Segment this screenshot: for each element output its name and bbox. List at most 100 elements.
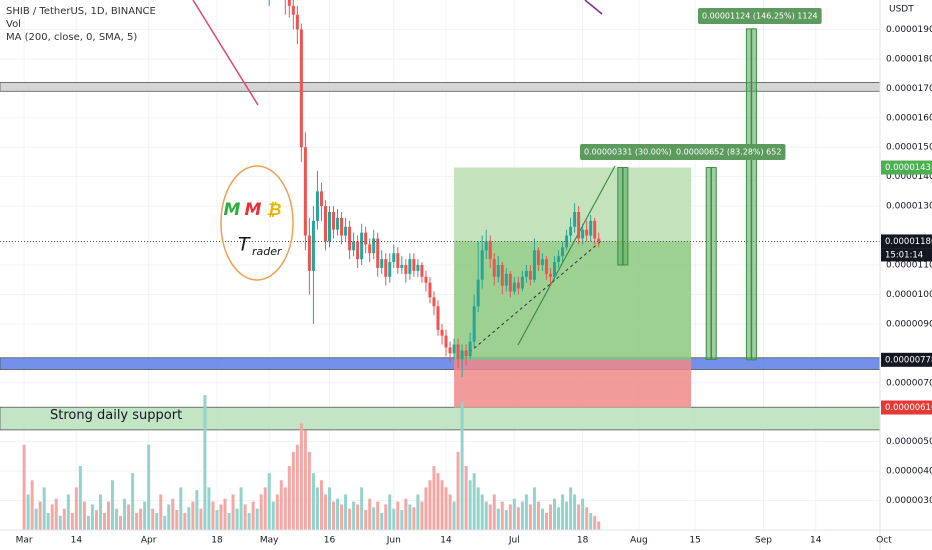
price-tag (881, 352, 932, 367)
measure-label: 0.00000652 (83.28%) 652 (676, 148, 781, 157)
volume-bar (50, 504, 54, 530)
volume-bar (480, 494, 484, 530)
volume-bar (287, 466, 291, 530)
volume-bar (74, 487, 78, 530)
symbol-title: SHIB / TetherUS, 1D, BINANCE (6, 6, 156, 17)
volume-bar (444, 487, 448, 530)
logo-ring (220, 165, 294, 281)
volume-bar (123, 498, 127, 530)
volume-bar (94, 510, 98, 530)
candle-body (396, 253, 400, 268)
volume-bar (508, 504, 512, 530)
volume-bar (420, 501, 424, 530)
volume-bar (30, 480, 34, 530)
countdown: 15:01:14 (885, 250, 923, 260)
candle-body (348, 226, 352, 251)
volume-bar (500, 501, 504, 530)
x-tick-label: 18 (577, 536, 589, 546)
candle-body (368, 244, 372, 254)
volume-bar (504, 510, 508, 530)
volume-bar (239, 487, 243, 530)
x-tick-label: 14 (810, 536, 822, 546)
candle-body (504, 273, 508, 286)
candle-body (307, 235, 311, 271)
volume-bar (376, 501, 380, 530)
volume-bar (589, 512, 593, 530)
volume-bar (263, 487, 267, 530)
logo-letter: M (224, 200, 241, 220)
x-tick-label: Aug (630, 536, 648, 546)
volume-legend: Vol (6, 19, 21, 30)
volume-bar (456, 451, 460, 530)
volume-bar (171, 498, 175, 530)
x-tick-label: Apr (141, 536, 157, 546)
volume-bar (380, 512, 384, 530)
volume-bar (54, 498, 58, 530)
candle-body (344, 226, 348, 236)
candle-body (340, 217, 344, 236)
volume-bar (283, 487, 287, 530)
volume-bar (119, 515, 123, 530)
volume-bar (131, 473, 135, 530)
volume-bar (139, 508, 143, 530)
volume-bar (436, 473, 440, 530)
candle-body (476, 279, 480, 307)
candle-body (516, 282, 520, 289)
price-tag (881, 400, 932, 415)
price-tag-label: 0.00000616 (885, 403, 932, 413)
candle-body (336, 217, 340, 230)
candle-body (549, 273, 553, 277)
volume-bar (464, 466, 468, 530)
candle-body (520, 276, 524, 289)
volume-bar (70, 512, 74, 530)
volume-bar (323, 494, 327, 530)
x-tick-label: 16 (324, 536, 336, 546)
volume-bar (127, 504, 131, 530)
volume-bar (593, 515, 597, 530)
volume-bar (307, 451, 311, 530)
volume-bar (327, 487, 331, 530)
volume-bar (412, 507, 416, 530)
candle-body (360, 232, 364, 260)
volume-bar (492, 494, 496, 530)
ma-legend: MA (200, close, 0, SMA, 5) (6, 32, 137, 43)
volume-bar (243, 504, 247, 530)
candle-body (581, 229, 585, 239)
volume-bar (299, 423, 303, 530)
x-tick-label: 15 (689, 536, 700, 546)
volume-bar (360, 487, 364, 530)
candle-body (295, 14, 299, 30)
volume-bar (452, 501, 456, 530)
volume-bar (496, 508, 500, 530)
candle-body (444, 335, 448, 348)
volume-bar (199, 508, 203, 530)
volume-bar (143, 501, 147, 530)
volume-bar (86, 515, 90, 530)
volume-bar (135, 512, 139, 530)
volume-bar (520, 501, 524, 530)
volume-bar (279, 480, 283, 530)
volume-bar (549, 504, 553, 530)
volume-bar (38, 501, 42, 530)
volume-bar (528, 504, 532, 530)
candle-body (332, 212, 336, 230)
logo-letter: M (245, 200, 262, 220)
x-tick-label: Jun (386, 536, 401, 546)
volume-bar (155, 512, 159, 530)
volume-bar (275, 494, 279, 530)
volume-bar (532, 487, 536, 530)
volume-bar (396, 501, 400, 530)
candle-body (492, 259, 496, 277)
candle-body (424, 276, 428, 283)
volume-bar (195, 490, 199, 530)
volume-bar (78, 466, 82, 530)
logo-letter: ₿ (267, 200, 282, 220)
candle-body (287, 0, 291, 6)
volume-bar (348, 508, 352, 530)
volume-bar (544, 512, 548, 530)
